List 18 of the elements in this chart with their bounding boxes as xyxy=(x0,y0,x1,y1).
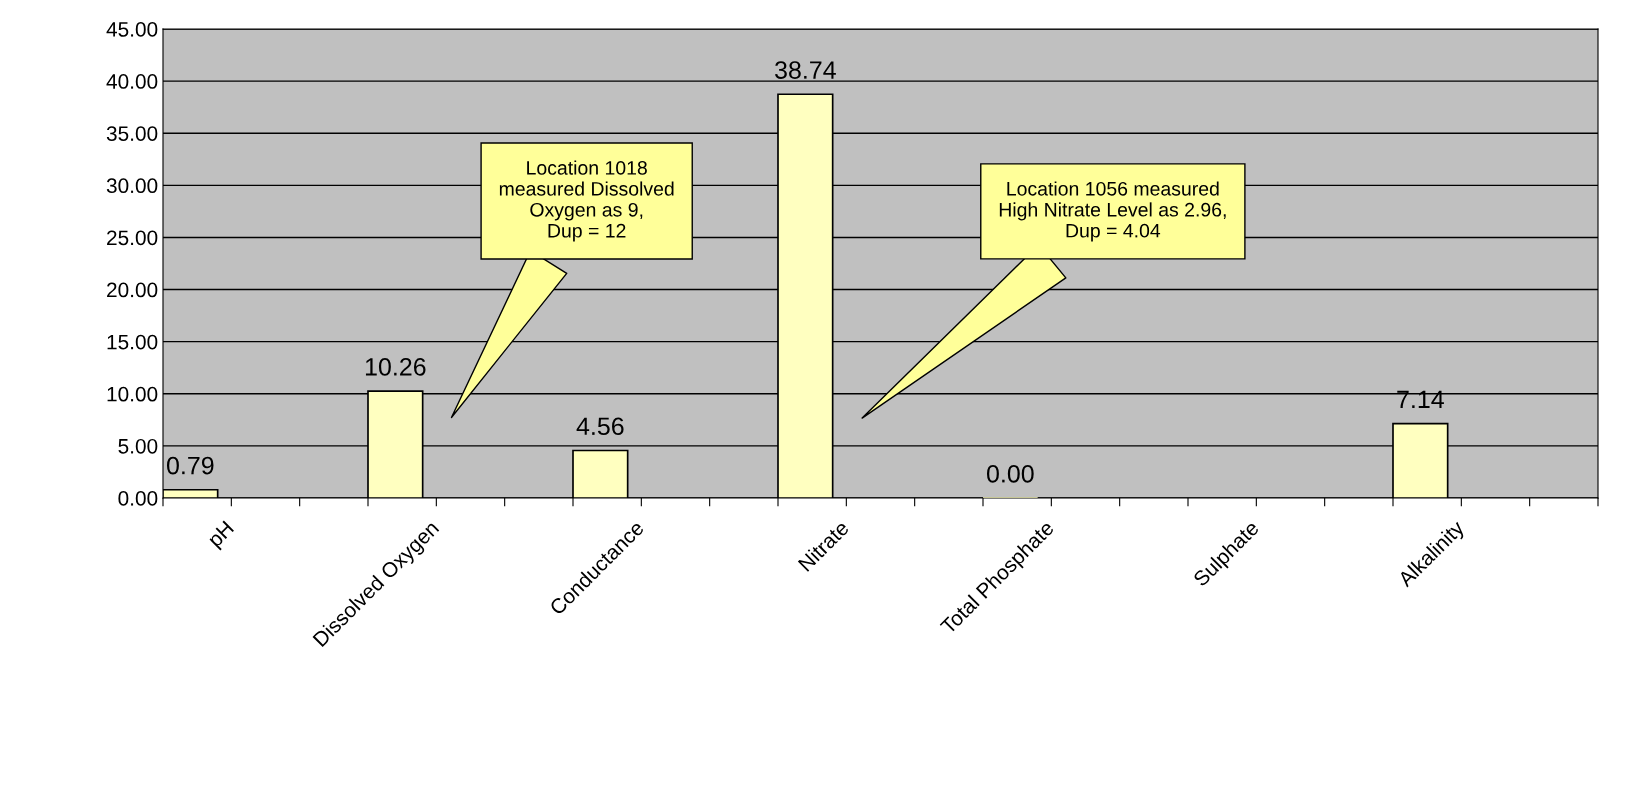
y-tick-label: 30.00 xyxy=(106,178,158,194)
data-label: 4.56 xyxy=(576,417,624,436)
y-tick-label: 40.00 xyxy=(106,74,158,89)
x-tick-label: pH xyxy=(207,520,238,551)
y-tick-label: 35.00 xyxy=(106,126,158,141)
annotation: Location 1018 measured Dissolved Oxygen as 9, Dup = 12 xyxy=(499,160,674,242)
annotation: Location 1056 measured High Nitrate Level as 2.96, Dup = 4.04 xyxy=(999,181,1226,242)
y-tick-label: 25.00 xyxy=(107,230,158,246)
y-tick-label: 10.00 xyxy=(107,386,158,402)
y-tick-label: 15.00 xyxy=(107,334,158,350)
y-tick-label: 45.00 xyxy=(106,22,158,37)
data-label: 10.26 xyxy=(365,358,426,376)
data-label: 38.74 xyxy=(775,61,836,79)
y-tick-label: 20.00 xyxy=(107,282,158,298)
y-tick-label: 5.00 xyxy=(118,438,158,454)
data-label: 0.00 xyxy=(986,464,1034,483)
y-tick-label: 0.00 xyxy=(118,491,158,506)
data-label: 0.79 xyxy=(166,456,214,475)
